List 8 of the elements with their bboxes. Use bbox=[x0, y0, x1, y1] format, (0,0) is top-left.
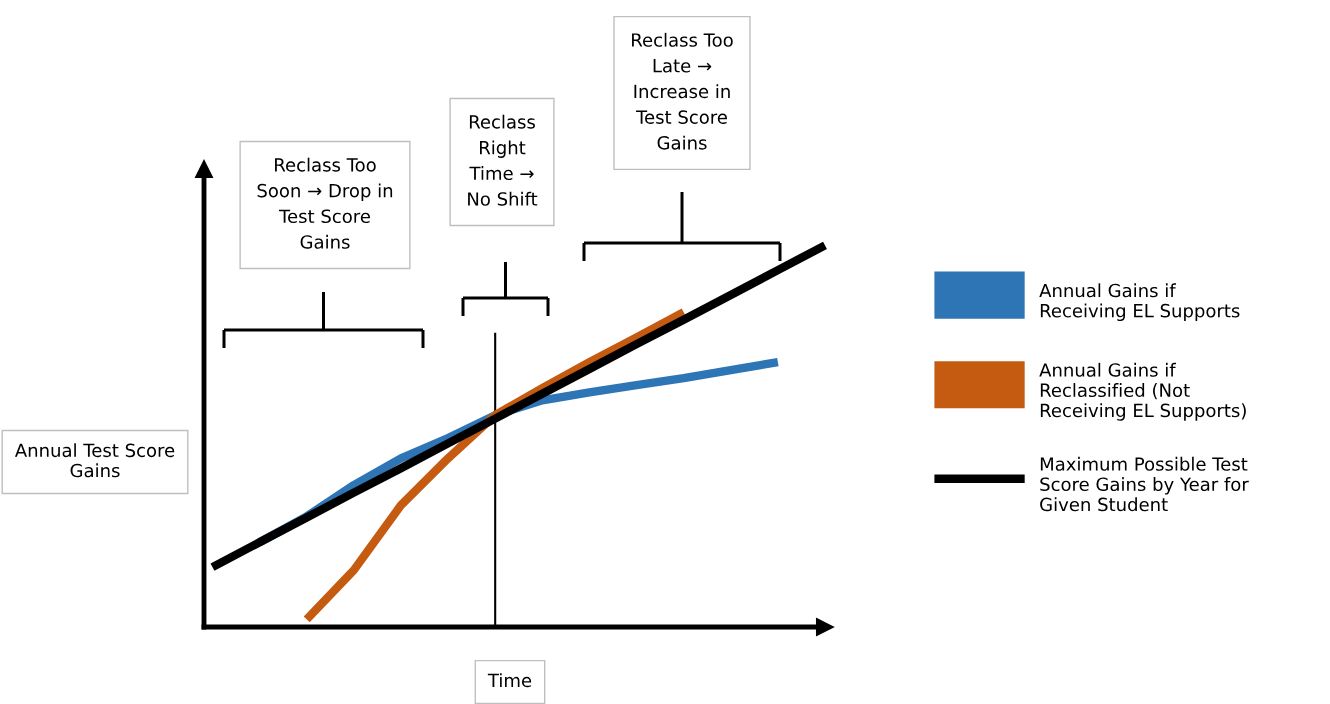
legend-label: Annual Gains if Receiving EL Supports bbox=[1039, 283, 1240, 322]
x-axis-title: Time bbox=[487, 673, 532, 688]
legend-label: Annual Gains if Reclassified (Not Receiving EL Supports) bbox=[1039, 362, 1246, 421]
text: Reclass Right Time → No Shift bbox=[468, 114, 538, 206]
annotation: Reclass Too Soon → Drop in Test Score Gains bbox=[257, 157, 393, 249]
legend-label: Maximum Possible Test Score Gains by Year for Given Student bbox=[1040, 456, 1249, 512]
y-axis-title: Annual Test Score Gains bbox=[14, 443, 175, 478]
text: Reclass Too Late → Increase in Test Score Gains bbox=[632, 32, 733, 150]
